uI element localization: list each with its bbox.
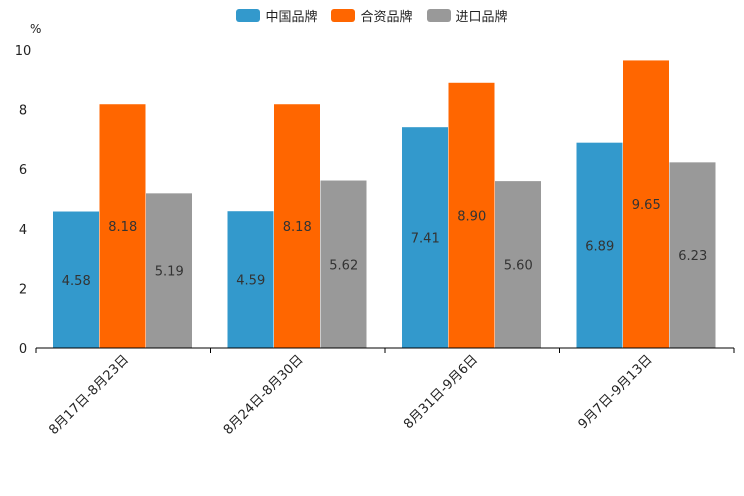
data-label-china-brand-3: 7.41 bbox=[411, 232, 440, 247]
bar-china-brand-3[interactable] bbox=[402, 127, 448, 348]
x-tick-label: 8月17日-8月23日 bbox=[46, 352, 132, 438]
y-tick-label: 0 bbox=[19, 342, 27, 357]
legend-label-imported-brand: 进口品牌 bbox=[455, 10, 508, 25]
data-label-joint-venture-brand-3: 8.90 bbox=[457, 209, 486, 224]
legend-swatch-joint-venture-brand bbox=[331, 9, 356, 22]
data-label-joint-venture-brand-1: 8.18 bbox=[108, 220, 137, 235]
y-tick-label: 6 bbox=[19, 163, 27, 178]
bar-imported-brand-1[interactable] bbox=[146, 193, 192, 348]
x-tick-label: 9月7日-9月13日 bbox=[576, 352, 656, 432]
bar-joint-venture-brand-4[interactable] bbox=[623, 60, 669, 349]
legend: 中国品牌 合资品牌 进口品牌 bbox=[0, 6, 744, 25]
legend-item-joint-venture-brand[interactable]: 合资品牌 bbox=[331, 6, 413, 25]
y-tick-label: 2 bbox=[19, 282, 27, 297]
data-label-china-brand-1: 4.58 bbox=[62, 274, 91, 289]
bar-imported-brand-3[interactable] bbox=[495, 181, 541, 348]
x-tick-label: 8月31日-9月6日 bbox=[401, 352, 481, 432]
x-axis: 8月17日-8月23日 8月24日-8月30日 8月31日-9月6日 9月7日-9月1… bbox=[35, 347, 735, 438]
data-label-china-brand-2: 4.59 bbox=[236, 274, 265, 289]
x-tick-label: 8月24日-8月30日 bbox=[221, 352, 307, 438]
data-label-china-brand-4: 6.89 bbox=[585, 239, 614, 254]
legend-label-joint-venture-brand: 合资品牌 bbox=[360, 10, 413, 25]
y-tick-label: 4 bbox=[19, 223, 27, 238]
bar-imported-brand-2[interactable] bbox=[320, 180, 367, 348]
legend-swatch-imported-brand bbox=[426, 9, 451, 22]
data-label-joint-venture-brand-2: 8.18 bbox=[283, 220, 312, 235]
bar-china-brand-2[interactable] bbox=[227, 211, 274, 348]
bar-series: 4.58 8.18 5.19 4.59 8.18 5.62 7.41 8.90 5.60 6.89… bbox=[53, 60, 716, 349]
bar-joint-venture-brand-3[interactable] bbox=[448, 82, 495, 348]
legend-label-china-brand: 中国品牌 bbox=[265, 10, 318, 25]
data-label-imported-brand-4: 6.23 bbox=[678, 249, 707, 264]
y-axis-unit-label: % bbox=[30, 22, 41, 36]
data-label-joint-venture-brand-4: 9.65 bbox=[632, 198, 661, 213]
bar-imported-brand-4[interactable] bbox=[669, 162, 716, 348]
y-tick-label: 10 bbox=[15, 44, 32, 59]
legend-item-china-brand[interactable]: 中国品牌 bbox=[236, 6, 317, 25]
data-label-imported-brand-3: 5.60 bbox=[504, 259, 533, 274]
bar-joint-venture-brand-1[interactable] bbox=[99, 104, 146, 349]
data-label-imported-brand-1: 5.19 bbox=[155, 265, 184, 280]
bar-china-brand-1[interactable] bbox=[53, 211, 99, 348]
data-label-imported-brand-2: 5.62 bbox=[329, 258, 358, 273]
legend-item-imported-brand[interactable]: 进口品牌 bbox=[426, 6, 508, 25]
y-axis-ticks: 0 2 4 6 8 10 bbox=[15, 44, 32, 357]
bar-china-brand-4[interactable] bbox=[576, 142, 623, 348]
bar-joint-venture-brand-2[interactable] bbox=[274, 104, 320, 349]
legend-swatch-china-brand bbox=[236, 9, 261, 22]
y-tick-label: 8 bbox=[19, 104, 27, 119]
